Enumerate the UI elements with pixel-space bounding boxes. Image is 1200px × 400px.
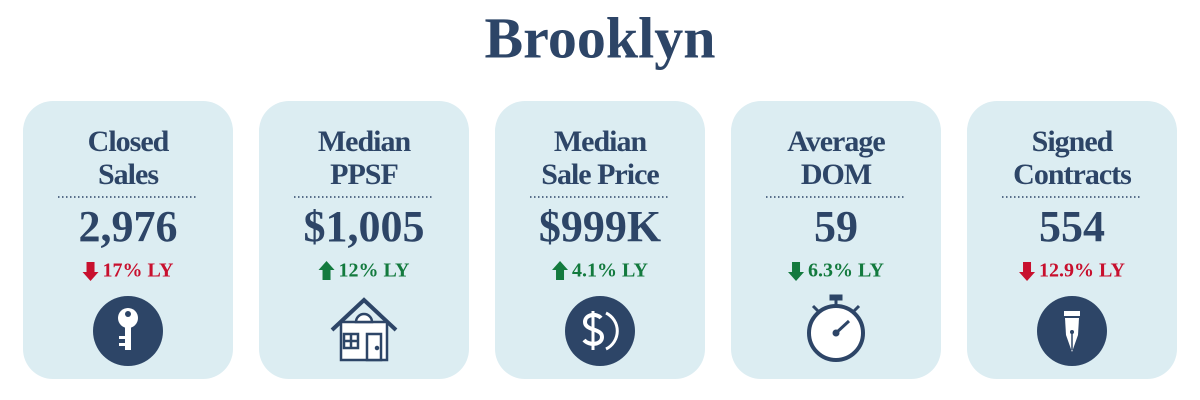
card xyxy=(495,101,705,379)
change-arrow xyxy=(552,261,569,280)
card-value: 2,976 xyxy=(79,202,178,251)
card-label: Closed xyxy=(88,125,170,158)
card-label: Sales xyxy=(98,158,158,191)
card-value: $1,005 xyxy=(304,202,425,251)
card-change: 17% LY xyxy=(103,260,175,282)
card-label: DOM xyxy=(801,158,872,191)
card xyxy=(731,101,941,379)
key-icon xyxy=(93,296,163,366)
card-value: $999K xyxy=(539,202,661,251)
card xyxy=(967,101,1177,379)
card xyxy=(23,101,233,379)
card-label: PPSF xyxy=(330,158,398,191)
card-value: 554 xyxy=(1039,202,1105,251)
dollar-icon xyxy=(565,296,635,366)
card-change: 6.3% LY xyxy=(808,260,885,282)
change-arrow xyxy=(318,261,335,280)
card xyxy=(259,101,469,379)
house-icon xyxy=(330,297,398,362)
card-change: 12% LY xyxy=(339,260,411,282)
card-label: Signed xyxy=(1032,125,1114,158)
pen-icon xyxy=(1037,296,1107,366)
card-change: 4.1% LY xyxy=(572,260,649,282)
stopwatch-icon xyxy=(807,294,865,362)
card-change: 12.9% LY xyxy=(1039,260,1126,282)
change-arrow xyxy=(82,262,99,281)
card-label: Median xyxy=(554,125,648,158)
card-value: 59 xyxy=(814,202,858,251)
card-label: Average xyxy=(787,125,885,158)
card-label: Median xyxy=(318,125,412,158)
title: Brooklyn xyxy=(484,5,715,70)
change-arrow xyxy=(1019,262,1036,281)
card-label: Sale Price xyxy=(541,158,659,191)
change-arrow xyxy=(788,262,805,281)
card-label: Contracts xyxy=(1013,158,1131,191)
